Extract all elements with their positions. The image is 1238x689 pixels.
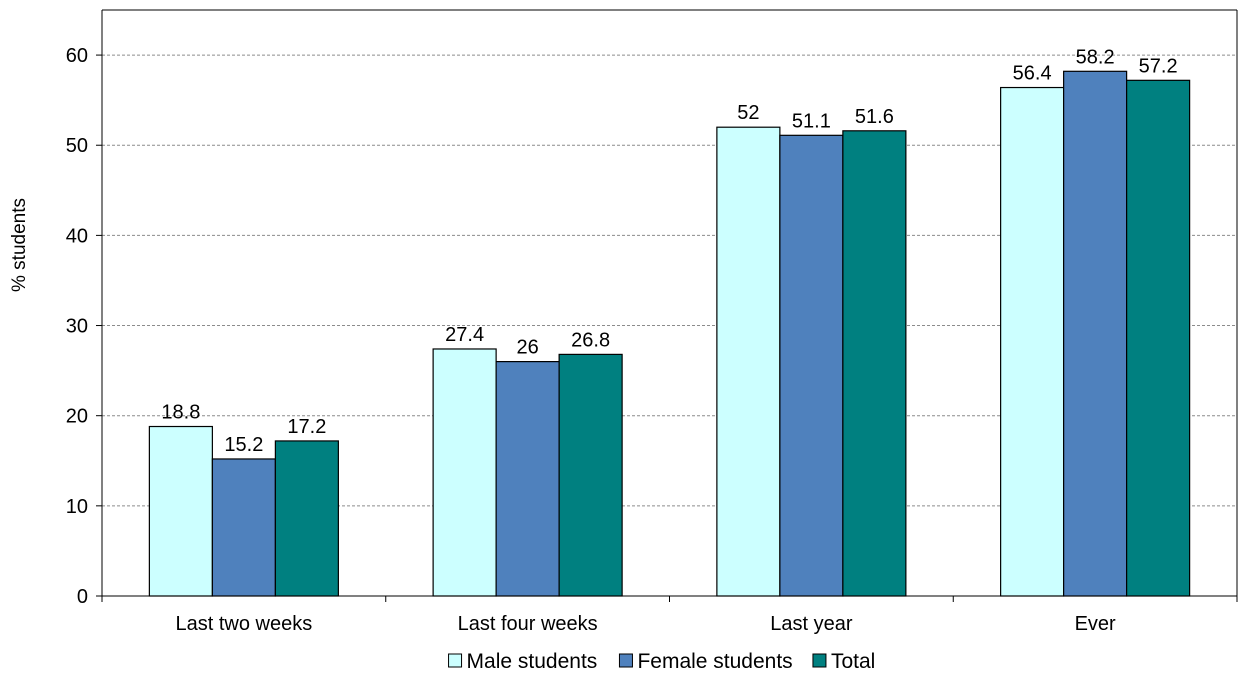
y-tick-label: 60 <box>66 45 88 67</box>
data-label: 27.4 <box>445 324 484 346</box>
x-tick-label: Last year <box>770 613 853 635</box>
bar <box>211 458 276 597</box>
data-label: 15.2 <box>224 434 263 456</box>
x-tick-label: Last two weeks <box>176 613 313 635</box>
data-label: 58.2 <box>1076 46 1115 68</box>
data-label: 56.4 <box>1013 63 1052 85</box>
data-label: 17.2 <box>287 416 326 438</box>
bar <box>432 348 497 597</box>
data-label: 26 <box>517 337 539 359</box>
x-tick-label: Last four weeks <box>458 613 598 635</box>
bar <box>716 126 781 597</box>
bar <box>558 353 623 597</box>
legend-swatch <box>448 653 463 668</box>
y-tick-label: 30 <box>66 316 88 338</box>
bar <box>495 361 560 597</box>
bar <box>842 130 907 597</box>
bar <box>148 425 213 597</box>
legend: Male students Female students Total <box>448 650 875 673</box>
data-label: 52 <box>737 102 759 124</box>
y-tick-label: 40 <box>66 225 88 247</box>
data-labels: 18.8 15.2 17.2 27.4 26 26.8 52 51.1 51.6 56.4 58.2… <box>161 46 1177 456</box>
data-label: 51.6 <box>855 106 894 128</box>
bar <box>779 134 844 597</box>
y-tick-label: 50 <box>66 135 88 157</box>
legend-label: Female students <box>637 650 792 673</box>
legend-swatch <box>812 653 827 668</box>
x-tick-label: Ever <box>1075 613 1116 635</box>
bar <box>274 440 339 597</box>
x-axis-ticks: Last two weeks Last four weeks Last year Ev… <box>101 596 1238 635</box>
y-tick-label: 10 <box>66 496 88 518</box>
bar <box>1000 86 1065 597</box>
legend-label: Male students <box>467 650 598 673</box>
y-axis-ticks: 0 10 20 30 40 50 60 <box>66 45 102 608</box>
data-label: 51.1 <box>792 110 831 132</box>
y-tick-label: 20 <box>66 406 88 428</box>
data-label: 18.8 <box>161 402 200 424</box>
axes <box>101 9 1238 597</box>
legend-label: Total <box>831 650 875 673</box>
bar <box>1063 70 1128 597</box>
bar <box>1126 79 1191 597</box>
y-tick-label: 0 <box>77 586 88 608</box>
legend-swatch <box>618 653 633 668</box>
data-label: 26.8 <box>571 329 610 351</box>
y-axis-title: % students <box>9 198 30 292</box>
data-label: 57.2 <box>1139 55 1178 77</box>
bars <box>148 70 1191 597</box>
